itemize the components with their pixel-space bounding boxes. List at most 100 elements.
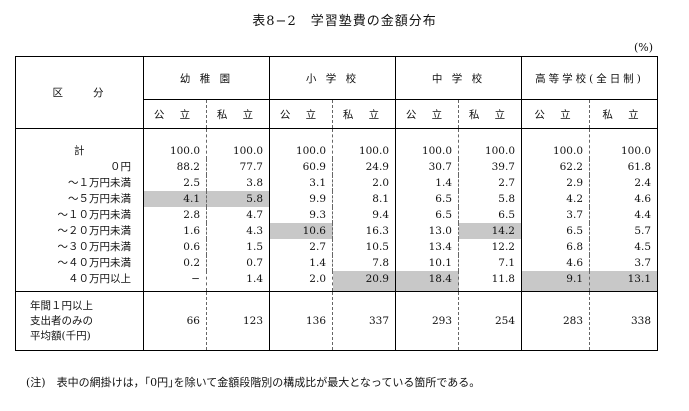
table-cell: 9.3 bbox=[269, 207, 333, 223]
table-title: 表8−2 学習塾費の金額分布 bbox=[252, 14, 437, 29]
table-cell: 60.9 bbox=[269, 159, 333, 175]
table-cell: 20.9 bbox=[332, 271, 396, 292]
row-label: ～２０万円未満 bbox=[57, 225, 132, 237]
table-row: ～２０万円未満 1.6 4.3 10.6 16.3 13.0 14.2 6.5 5.7 bbox=[16, 223, 658, 239]
average-value: 337 bbox=[332, 291, 396, 351]
table-cell: 12.2 bbox=[458, 239, 522, 255]
table-cell: 2.9 bbox=[521, 175, 590, 191]
table-cell: 100.0 bbox=[269, 128, 333, 159]
table-row: ～１０万円未満 2.8 4.7 9.3 9.4 6.5 6.5 3.7 4.4 bbox=[16, 207, 658, 223]
table-cell: 4.1 bbox=[143, 191, 207, 207]
table-cell: 4.4 bbox=[588, 207, 658, 223]
table-cell: 100.0 bbox=[206, 128, 270, 159]
row-label: ～３０万円未満 bbox=[57, 241, 132, 253]
table-cell: 100.0 bbox=[395, 128, 459, 159]
table-cell: 2.0 bbox=[332, 175, 396, 191]
table-cell: 8.1 bbox=[332, 191, 396, 207]
average-value: 338 bbox=[588, 291, 658, 351]
table-cell: 6.5 bbox=[521, 223, 590, 239]
table-cell: 4.5 bbox=[588, 239, 658, 255]
table-cell: 13.0 bbox=[395, 223, 459, 239]
table-cell: 6.8 bbox=[521, 239, 590, 255]
table-cell: 62.2 bbox=[521, 159, 590, 175]
table-row: ～４０万円未満 0.2 0.7 1.4 7.8 10.1 7.1 4.6 3.7 bbox=[16, 255, 658, 271]
table-cell: 3.7 bbox=[521, 207, 590, 223]
table-cell: 0.6 bbox=[143, 239, 207, 255]
table-cell: 2.7 bbox=[269, 239, 333, 255]
table-cell: 9.9 bbox=[269, 191, 333, 207]
table-cell: 6.5 bbox=[395, 207, 459, 223]
cost-distribution-table: 区 分 幼 稚 園 小 学 校 中 学 校 高等学校(全日制) 公 立 私 立 … bbox=[15, 56, 659, 351]
table-cell: 24.9 bbox=[332, 159, 396, 175]
group-header-high-school: 高等学校(全日制) bbox=[520, 56, 658, 100]
table-cell: 5.8 bbox=[458, 191, 522, 207]
table-cell: 18.4 bbox=[395, 271, 459, 292]
table-row: ～１万円未満 2.5 3.8 3.1 2.0 1.4 2.7 2.9 2.4 bbox=[16, 175, 658, 191]
table-cell: 10.1 bbox=[395, 255, 459, 271]
table-cell: 100.0 bbox=[332, 128, 396, 159]
table-cell: 9.4 bbox=[332, 207, 396, 223]
table-cell: 39.7 bbox=[458, 159, 522, 175]
row-label: ～１０万円未満 bbox=[57, 209, 132, 221]
table-row: ４０万円以上 −1.4 2.0 20.9 18.4 11.8 9.1 13.1 bbox=[16, 271, 658, 292]
average-value: 123 bbox=[206, 291, 270, 351]
table-cell: 4.2 bbox=[521, 191, 590, 207]
unit-label: (%) bbox=[633, 41, 653, 54]
table-cell: 5.8 bbox=[206, 191, 270, 207]
sub-header-public: 公 立 bbox=[269, 99, 333, 129]
kubun-header: 区 分 bbox=[15, 56, 144, 129]
average-label-line: 支出者のみの bbox=[30, 314, 93, 327]
table-cell: 4.7 bbox=[206, 207, 270, 223]
table-row: ０円 88.2 77.7 60.9 24.9 30.7 39.7 62.2 61.8 bbox=[16, 159, 658, 175]
table-cell: 2.4 bbox=[588, 175, 658, 191]
sub-header-private: 私 立 bbox=[588, 99, 658, 129]
sub-header-public: 公 立 bbox=[395, 99, 459, 129]
table-cell: 13.1 bbox=[588, 271, 658, 292]
table-cell: 3.8 bbox=[206, 175, 270, 191]
average-value: 136 bbox=[269, 291, 333, 351]
table-cell: 4.3 bbox=[206, 223, 270, 239]
table-cell: 6.5 bbox=[395, 191, 459, 207]
table-cell: 3.1 bbox=[269, 175, 333, 191]
footnote: (注) 表中の網掛けは，｢0円｣を除いて金額段階別の構成比が最大となっている箇所… bbox=[26, 376, 481, 389]
row-label: ～４０万円未満 bbox=[57, 257, 132, 269]
row-label: ～１万円未満 bbox=[68, 177, 131, 189]
table-cell: 100.0 bbox=[521, 128, 590, 159]
table-cell: 100.0 bbox=[143, 128, 207, 159]
sub-header-private: 私 立 bbox=[206, 99, 270, 129]
table-cell: 9.1 bbox=[521, 271, 590, 292]
table-cell: 61.8 bbox=[588, 159, 658, 175]
table-cell: 2.0 bbox=[269, 271, 333, 292]
row-label: ～５万円未満 bbox=[68, 193, 131, 205]
average-row-label: 年間１円以上 支出者のみの 平均額(千円) bbox=[15, 291, 144, 351]
table-cell: − bbox=[143, 271, 207, 292]
table-cell: 7.8 bbox=[332, 255, 396, 271]
table-cell: 88.2 bbox=[143, 159, 207, 175]
table-cell: 30.7 bbox=[395, 159, 459, 175]
table-cell: 1.5 bbox=[206, 239, 270, 255]
table-cell: 16.3 bbox=[332, 223, 396, 239]
row-label: 計 bbox=[74, 145, 85, 157]
table-row: ～５万円未満 4.1 5.8 9.9 8.1 6.5 5.8 4.2 4.6 bbox=[16, 191, 658, 207]
table-cell: 2.5 bbox=[143, 175, 207, 191]
table-row: 計 100.0 100.0 100.0 100.0 100.0 100.0 100.0 100.… bbox=[16, 128, 658, 159]
average-value: 293 bbox=[395, 291, 459, 351]
table-row: ～３０万円未満 0.6 1.5 2.7 10.5 13.4 12.2 6.8 4.5 bbox=[16, 239, 658, 255]
table-cell: 6.5 bbox=[458, 207, 522, 223]
group-header-junior-high: 中 学 校 bbox=[395, 56, 522, 100]
table-cell: 100.0 bbox=[588, 128, 658, 159]
table-cell: 4.6 bbox=[588, 191, 658, 207]
table-cell: 14.2 bbox=[458, 223, 522, 239]
average-label-line: 平均額(千円) bbox=[30, 329, 91, 342]
row-label: ４０万円以上 bbox=[68, 273, 131, 285]
sub-header-private: 私 立 bbox=[458, 99, 522, 129]
average-value: 66 bbox=[143, 291, 207, 351]
table-cell: 4.6 bbox=[521, 255, 590, 271]
average-value: 254 bbox=[458, 291, 522, 351]
table-cell: 2.7 bbox=[458, 175, 522, 191]
table-cell: 0.2 bbox=[143, 255, 207, 271]
table-cell: 10.5 bbox=[332, 239, 396, 255]
table-cell: 5.7 bbox=[588, 223, 658, 239]
table-cell: 7.1 bbox=[458, 255, 522, 271]
sub-header-private: 私 立 bbox=[332, 99, 396, 129]
